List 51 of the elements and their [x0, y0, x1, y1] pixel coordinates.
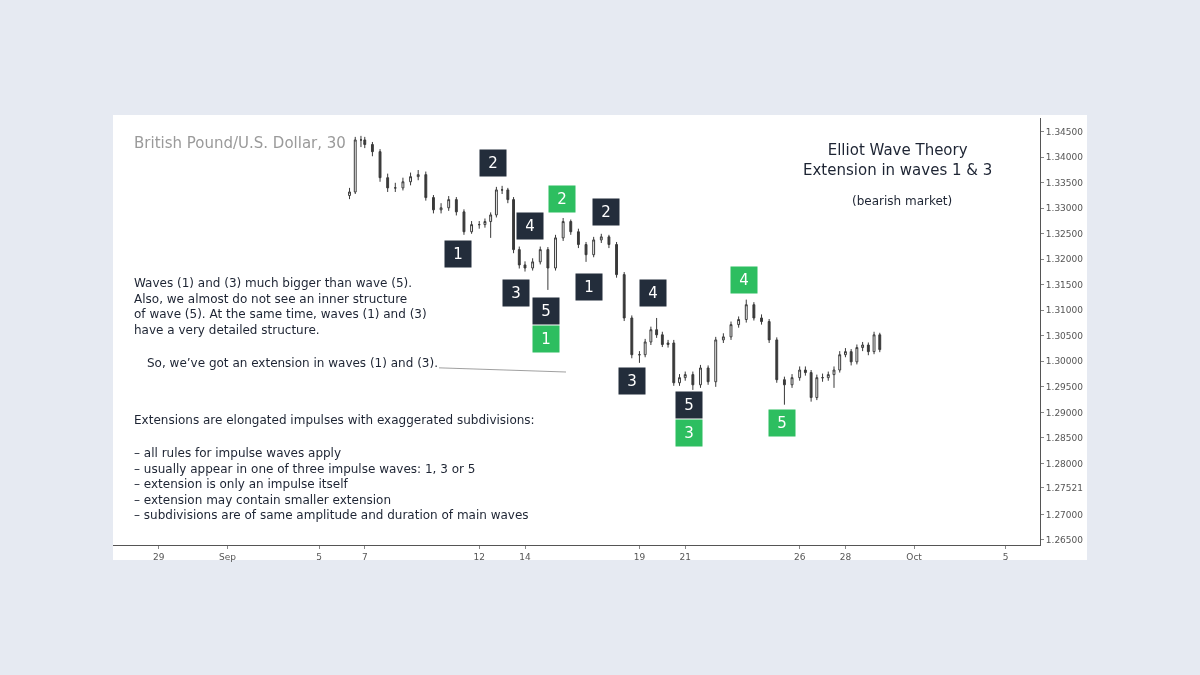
x-tick-label: 26	[793, 551, 806, 562]
x-tick-label: 21	[679, 551, 691, 562]
x-tick-label: 14	[519, 551, 531, 562]
annotation: 2	[557, 190, 567, 208]
x-tick-label: Oct	[906, 551, 923, 562]
annotation: – all rules for impulse waves apply – usually appear in one of three impulse waves: 1, 3 or 5 – extension is only an impulse itself – extension may contain smaller extension – subdivisions are of same amplitude and duration of main waves	[134, 446, 529, 523]
annotation: 3	[627, 372, 637, 390]
annotation: So, we’ve got an extension in waves (1) and (3).	[147, 356, 438, 370]
annotation: 4	[525, 217, 535, 235]
annotation: Extensions are elongated impulses with exaggerated subdivisions:	[134, 413, 535, 427]
annotation: 3	[684, 424, 694, 442]
x-tick-label: 7	[361, 551, 368, 562]
y-tick-label: 1.29000	[1045, 407, 1084, 418]
x-tick-label: 5	[1002, 551, 1009, 562]
y-tick-label: 1.32500	[1045, 228, 1084, 239]
y-tick-label: 1.30500	[1045, 330, 1084, 341]
annotation: Waves (1) and (3) much bigger than wave (5). Also, we almost do not see an inner structure of wave (5). At the same time, waves (1) and (3) have a very detailed structure.	[134, 276, 427, 337]
x-tick-label: Sep	[218, 551, 237, 562]
y-tick-label: 1.29500	[1045, 382, 1084, 392]
y-tick-label: 1.27000	[1045, 509, 1084, 520]
x-tick-label: 12	[473, 551, 485, 562]
y-tick-label: 1.31000	[1045, 305, 1084, 316]
y-tick-label: 1.32000	[1045, 254, 1084, 265]
y-tick-label: 1.33500	[1045, 177, 1084, 188]
annotation: 5	[541, 302, 551, 320]
annotation: 1	[453, 245, 463, 263]
annotation: 2	[601, 203, 611, 221]
y-tick-label: 1.33000	[1045, 203, 1084, 214]
annotation: 5	[777, 414, 787, 432]
y-tick-label: 1.28500	[1045, 433, 1084, 444]
annotation: British Pound/U.S. Dollar, 30	[134, 134, 346, 152]
y-tick-label: 1.34000	[1045, 152, 1084, 163]
annotation: 4	[739, 271, 749, 289]
annotation: 1	[584, 278, 594, 296]
annotation: 2	[488, 154, 498, 172]
annotation: 4	[648, 284, 658, 302]
y-tick-label: 1.26500	[1045, 535, 1084, 546]
x-tick-label: 5	[316, 551, 322, 562]
x-tick-label: 28	[839, 551, 852, 562]
y-tick-label: 1.31500	[1045, 279, 1084, 290]
annotation: 3	[511, 284, 521, 302]
x-tick-label: 19	[633, 551, 646, 562]
text: (bearish market)	[852, 194, 953, 208]
y-tick-label: 1.28000	[1045, 458, 1084, 469]
y-tick-label: 1.34500	[1045, 126, 1084, 137]
x-tick-label: 29	[153, 551, 165, 562]
annotation: 1	[541, 330, 551, 348]
y-tick-label: 1.27521	[1045, 482, 1084, 493]
y-tick-label: 1.30000	[1045, 356, 1084, 367]
text: Elliot Wave Theory Extension in waves 1 & 3	[803, 141, 993, 179]
annotation: 5	[684, 396, 694, 414]
